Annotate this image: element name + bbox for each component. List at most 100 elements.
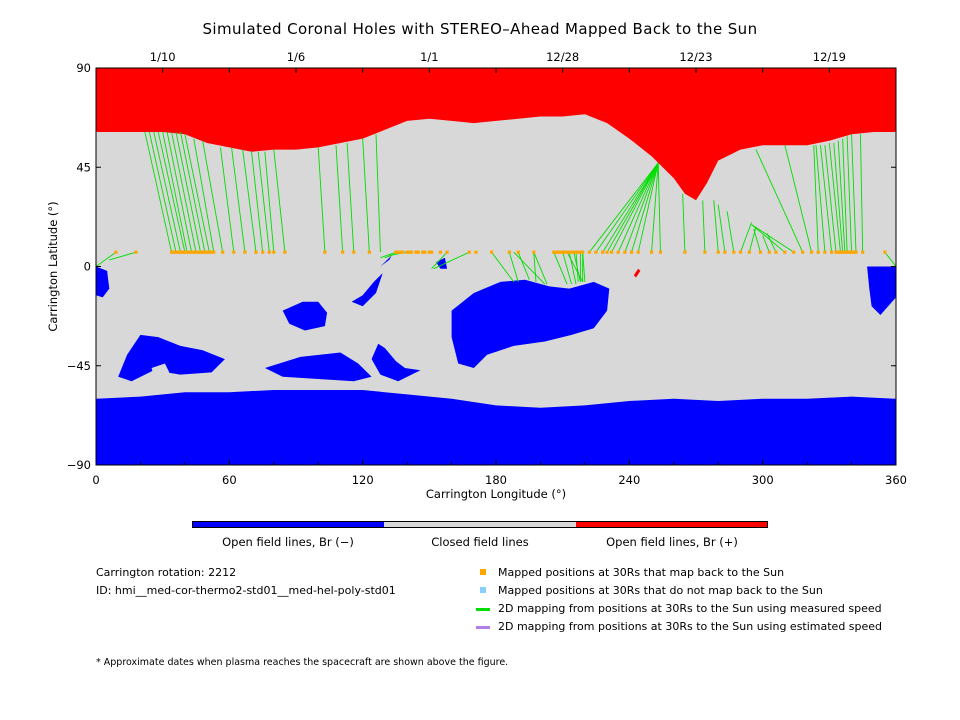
mapped-point-57 bbox=[556, 250, 560, 254]
mapping-line-66 bbox=[766, 233, 777, 253]
mapped-point-94 bbox=[816, 250, 820, 254]
mapping-line-34 bbox=[533, 252, 537, 282]
y-axis-label: Carrington Latitude (°) bbox=[46, 201, 60, 331]
colorbar-closed bbox=[384, 522, 576, 527]
mapping-line-46 bbox=[588, 162, 659, 253]
mapped-point-25 bbox=[254, 250, 258, 254]
mapped-point-37 bbox=[401, 250, 405, 254]
mapped-point-33 bbox=[367, 250, 371, 254]
mapped-point-1 bbox=[134, 250, 138, 254]
legend-label: 2D mapping from positions at 30Rs to the… bbox=[498, 620, 883, 633]
mapped-point-34 bbox=[394, 250, 398, 254]
mapped-point-24 bbox=[243, 250, 247, 254]
colorbar-positive bbox=[575, 522, 767, 527]
mapped-point-26 bbox=[261, 250, 265, 254]
chart-title: Simulated Coronal Holes with STEREO–Ahea… bbox=[202, 20, 758, 38]
x-tick-label-0: 0 bbox=[92, 473, 99, 487]
mapped-point-89 bbox=[774, 250, 778, 254]
mapping-line-36 bbox=[533, 251, 548, 285]
mapped-point-88 bbox=[767, 250, 771, 254]
mapped-point-12 bbox=[192, 250, 196, 254]
x-tick-label-6: 360 bbox=[885, 473, 907, 487]
mapping-line-78 bbox=[842, 138, 848, 253]
mapped-point-6 bbox=[178, 250, 183, 254]
mapping-line-37 bbox=[553, 251, 568, 285]
date-label-4: 12/23 bbox=[679, 50, 712, 64]
mapped-point-83 bbox=[723, 250, 727, 254]
mapped-point-23 bbox=[232, 250, 236, 254]
mapped-point-43 bbox=[421, 250, 425, 254]
mapped-point-28 bbox=[272, 250, 276, 254]
mapped-point-104 bbox=[849, 250, 854, 254]
mapped-point-55 bbox=[552, 250, 556, 254]
mapped-point-10 bbox=[187, 250, 191, 254]
mapped-point-50 bbox=[474, 250, 478, 254]
mapping-line-69 bbox=[755, 149, 804, 253]
mapped-point-45 bbox=[427, 250, 431, 254]
mapping-line-74 bbox=[824, 145, 837, 253]
mapping-line-60 bbox=[717, 204, 726, 253]
mapped-point-35 bbox=[396, 250, 400, 254]
negative-hole-3 bbox=[282, 301, 328, 331]
mapped-point-103 bbox=[847, 250, 851, 254]
mapping-line-62 bbox=[740, 222, 752, 253]
mapped-point-60 bbox=[563, 250, 567, 254]
square-icon bbox=[480, 569, 486, 575]
colorbar bbox=[192, 521, 768, 528]
mapping-line-79 bbox=[846, 136, 853, 253]
mapping-line-16 bbox=[242, 149, 257, 253]
negative-hole-6 bbox=[264, 352, 372, 382]
positive-hole-0 bbox=[633, 268, 641, 278]
mapping-line-57 bbox=[682, 193, 686, 253]
date-label-3: 12/28 bbox=[546, 50, 579, 64]
negative-hole-4 bbox=[351, 273, 383, 307]
mapping-line-5 bbox=[157, 131, 186, 253]
mapped-point-105 bbox=[852, 250, 856, 254]
mapped-point-9 bbox=[185, 250, 189, 254]
mapping-line-15 bbox=[231, 147, 246, 253]
mapped-point-71 bbox=[601, 250, 605, 254]
mapping-line-50 bbox=[611, 162, 659, 253]
coronal-hole-map: 0 60 120 180 240 300 360 −90 −45 0 45 90 1/10 1/6 1/1 1… bbox=[46, 50, 907, 501]
mapped-point-42 bbox=[416, 250, 420, 254]
negative-hole-7 bbox=[371, 343, 421, 382]
mapped-point-0 bbox=[114, 250, 118, 254]
square-icon bbox=[480, 587, 486, 593]
mapped-point-27 bbox=[267, 250, 271, 254]
carrington-rotation: Carrington rotation: 2212 bbox=[96, 566, 237, 579]
mapped-point-64 bbox=[572, 250, 576, 254]
mapping-line-70 bbox=[784, 145, 812, 253]
mapped-point-96 bbox=[829, 250, 834, 254]
closed-island-2 bbox=[702, 195, 792, 258]
mapped-point-48 bbox=[445, 250, 449, 254]
mapping-line-35 bbox=[513, 251, 546, 285]
colorbar-label-closed: Closed field lines bbox=[431, 535, 529, 549]
negative-hole-0 bbox=[96, 266, 110, 298]
y-tick-label-2: 0 bbox=[84, 260, 91, 274]
x-axis-label: Carrington Longitude (°) bbox=[426, 487, 566, 501]
mapped-point-17 bbox=[203, 250, 207, 254]
mapped-point-78 bbox=[649, 250, 654, 254]
mapped-point-16 bbox=[201, 250, 205, 254]
mapped-point-85 bbox=[738, 250, 743, 254]
mapped-point-56 bbox=[554, 250, 558, 254]
mapped-point-80 bbox=[683, 250, 687, 254]
mapped-point-13 bbox=[194, 250, 198, 254]
mapping-line-38 bbox=[562, 252, 572, 285]
mapped-point-82 bbox=[716, 250, 720, 254]
footnote: * Approximate dates when plasma reaches … bbox=[96, 657, 509, 668]
mapping-line-54 bbox=[637, 162, 659, 253]
x-tick-label-5: 300 bbox=[752, 473, 774, 487]
mapping-line-20 bbox=[273, 149, 286, 253]
colorbar-negative bbox=[193, 522, 385, 527]
mapped-point-93 bbox=[809, 250, 814, 254]
mapped-point-69 bbox=[587, 250, 591, 254]
mapped-point-11 bbox=[189, 250, 194, 254]
legend-label: Mapped positions at 30Rs that do not map… bbox=[498, 584, 823, 597]
mapping-line-9 bbox=[175, 131, 201, 253]
mapping-line-81 bbox=[859, 134, 864, 253]
mapped-point-68 bbox=[581, 250, 585, 254]
mapping-line-64 bbox=[753, 228, 761, 253]
mapped-point-31 bbox=[341, 250, 345, 254]
mapped-point-41 bbox=[414, 250, 418, 254]
